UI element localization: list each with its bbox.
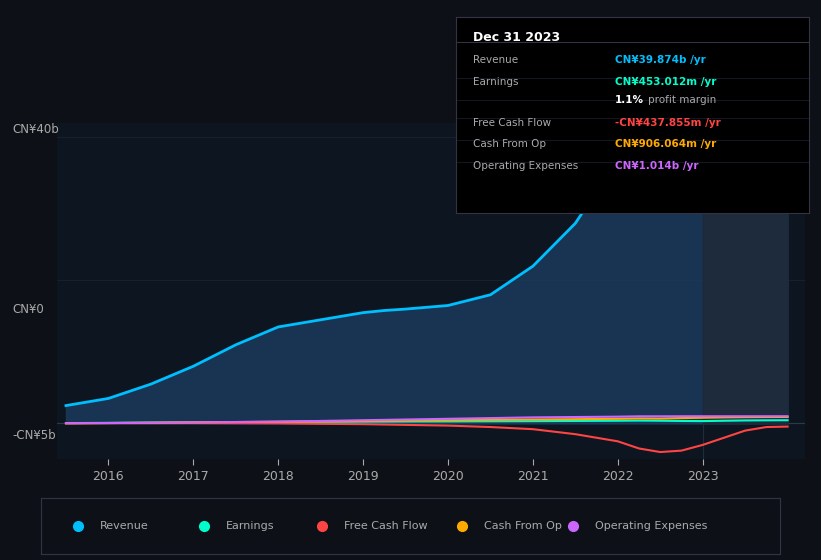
Text: Cash From Op: Cash From Op (484, 521, 562, 531)
Text: Earnings: Earnings (226, 521, 274, 531)
Text: Operating Expenses: Operating Expenses (595, 521, 708, 531)
Text: Dec 31 2023: Dec 31 2023 (474, 31, 561, 44)
Text: -CN¥437.855m /yr: -CN¥437.855m /yr (615, 118, 720, 128)
Text: Cash From Op: Cash From Op (474, 139, 546, 149)
Text: profit margin: profit margin (648, 95, 716, 105)
Text: Revenue: Revenue (100, 521, 149, 531)
Text: CN¥906.064m /yr: CN¥906.064m /yr (615, 139, 716, 149)
Text: Revenue: Revenue (474, 55, 518, 65)
Text: CN¥0: CN¥0 (12, 303, 44, 316)
Text: CN¥40b: CN¥40b (12, 123, 59, 136)
Text: CN¥1.014b /yr: CN¥1.014b /yr (615, 161, 698, 171)
Text: 1.1%: 1.1% (615, 95, 644, 105)
Text: CN¥453.012m /yr: CN¥453.012m /yr (615, 77, 716, 87)
Text: Earnings: Earnings (474, 77, 519, 87)
Text: CN¥39.874b /yr: CN¥39.874b /yr (615, 55, 705, 65)
Text: Operating Expenses: Operating Expenses (474, 161, 579, 171)
Text: Free Cash Flow: Free Cash Flow (344, 521, 428, 531)
Text: -CN¥5b: -CN¥5b (12, 429, 57, 442)
Point (781, 134, 794, 143)
Text: Free Cash Flow: Free Cash Flow (474, 118, 552, 128)
